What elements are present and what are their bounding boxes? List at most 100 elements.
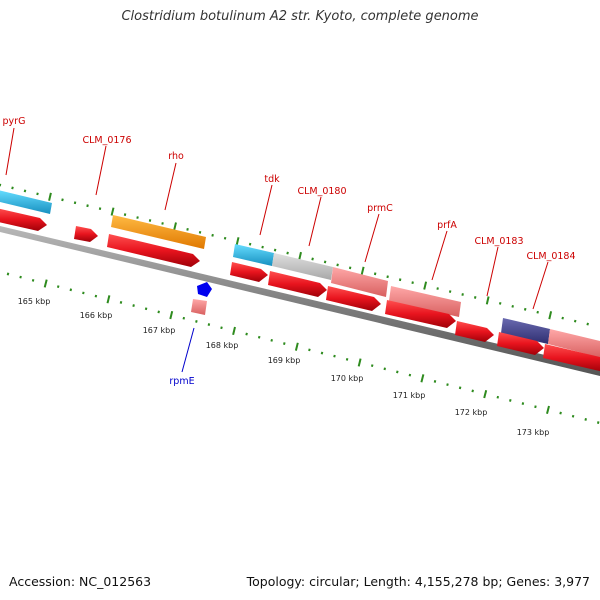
minor-tick [386, 275, 389, 279]
minor-tick [323, 260, 327, 264]
minor-tick [411, 281, 414, 285]
cds-arrow[interactable] [326, 286, 381, 311]
gene-labels: pyrG CLM_0176 rho tdk CLM_0180 prmC prfA… [3, 116, 576, 387]
minor-tick [586, 322, 589, 326]
scale-label: 172 kbp [455, 408, 488, 417]
minor-tick [73, 201, 77, 205]
minor-tick [521, 402, 525, 406]
major-tick [360, 266, 365, 275]
accession-text: Accession: NC_012563 [9, 574, 152, 589]
minor-tick [398, 278, 402, 282]
major-tick [43, 279, 48, 288]
minor-tick [61, 198, 64, 202]
minor-tick [56, 285, 60, 289]
minor-tick [348, 266, 352, 270]
minor-tick [283, 342, 286, 345]
minor-tick [86, 204, 89, 208]
minor-tick [207, 323, 211, 326]
gene-label-CLM_0184: CLM_0184 [526, 251, 575, 262]
major-tick [294, 342, 299, 351]
scale-label: 170 kbp [331, 374, 364, 383]
scale-labels: 165 kbp 166 kbp 167 kbp 168 kbp 169 kbp … [18, 297, 550, 437]
feature-row [0, 190, 600, 358]
minor-tick [333, 354, 336, 358]
minor-tick [273, 248, 277, 252]
minor-tick [345, 357, 349, 361]
minor-tick [308, 348, 311, 352]
minor-tick [408, 373, 412, 377]
minor-tick [286, 251, 289, 255]
major-tick [546, 405, 550, 415]
minor-tick [245, 332, 248, 336]
minor-tick [559, 411, 562, 415]
major-tick [298, 251, 302, 261]
gene-label-prmC: prmC [367, 203, 393, 214]
feature-prfA[interactable] [389, 286, 461, 317]
feature-CLM_0184-navy[interactable] [501, 318, 550, 344]
cds-arrow[interactable] [455, 321, 494, 342]
minor-tick [69, 288, 73, 292]
cds-arrow[interactable] [497, 332, 544, 355]
scale-label: 168 kbp [206, 341, 239, 350]
cds-arrow[interactable] [230, 262, 268, 282]
feature-pyrG[interactable] [0, 190, 52, 214]
minor-tick [11, 186, 14, 190]
gene-label-prfA: prfA [437, 220, 457, 231]
minor-tick [270, 338, 273, 342]
feature-CLM_0180[interactable] [272, 253, 333, 280]
feature-tdk[interactable] [233, 244, 274, 266]
minor-tick [123, 213, 127, 217]
scale-label: 169 kbp [268, 356, 301, 365]
minor-tick [448, 290, 452, 293]
minor-tick [561, 316, 564, 320]
cds-arrow[interactable] [74, 226, 98, 242]
label-leaders [5, 127, 549, 310]
label-leader-rpmE [181, 327, 195, 373]
minor-tick [157, 310, 160, 314]
minor-tick [82, 291, 85, 295]
feature-prmC[interactable] [331, 267, 388, 297]
minor-tick [534, 405, 537, 409]
minor-tick [573, 319, 577, 323]
gene-label-CLM_0183: CLM_0183 [474, 236, 523, 247]
cds-arrow[interactable] [385, 300, 456, 328]
cds-arrow[interactable] [107, 234, 200, 267]
minor-tick [119, 301, 123, 304]
minor-tick [473, 296, 477, 299]
cds-arrow[interactable] [543, 344, 600, 372]
gene-label-CLM_0176: CLM_0176 [82, 135, 131, 146]
minor-tick [211, 233, 214, 237]
feature-rho[interactable] [111, 215, 206, 249]
minor-tick [571, 414, 575, 418]
minor-tick [446, 383, 449, 387]
minor-tick [471, 389, 474, 393]
minor-tick [248, 242, 252, 246]
major-tick [485, 296, 490, 305]
feature-rpmE[interactable] [191, 299, 207, 315]
major-tick [232, 326, 236, 336]
major-tick [48, 192, 52, 201]
minor-tick [198, 230, 202, 234]
feature-CLM_0184[interactable] [548, 329, 600, 358]
minor-tick [31, 278, 35, 282]
scale-label: 173 kbp [517, 428, 550, 437]
minor-tick [132, 304, 135, 308]
gene-label-rpmE: rpmE [169, 376, 194, 387]
minor-tick [320, 351, 324, 355]
cds-arrow[interactable] [268, 271, 327, 297]
minor-tick [498, 301, 502, 305]
major-tick [235, 237, 240, 246]
cds-arrow[interactable] [0, 208, 47, 231]
major-tick [169, 310, 174, 320]
minor-tick [195, 319, 198, 323]
major-tick [423, 281, 428, 290]
minor-tick [186, 227, 189, 231]
minor-tick [161, 222, 164, 225]
minor-tick [261, 245, 264, 249]
minor-tick [336, 263, 339, 267]
rna-marker-rpmE[interactable] [197, 282, 212, 297]
scale-track [6, 272, 600, 424]
scale-label: 166 kbp [80, 311, 113, 320]
minor-tick [373, 272, 377, 276]
